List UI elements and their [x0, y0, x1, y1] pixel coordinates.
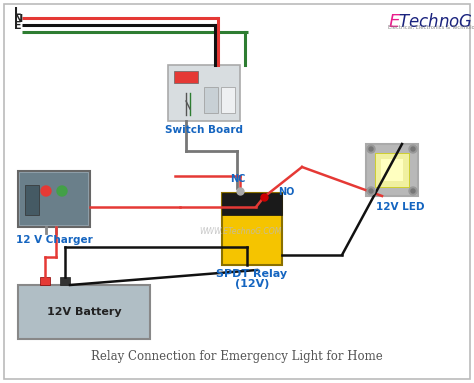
Bar [25, 185, 39, 215]
Circle shape [409, 145, 417, 153]
Bar [40, 277, 50, 285]
Text: Relay Connection for Emergency Light for Home: Relay Connection for Emergency Light for… [91, 350, 383, 363]
Bar [60, 277, 70, 285]
Text: 12V LED: 12V LED [376, 202, 424, 212]
Text: Electrical, Electronics & Technology: Electrical, Electronics & Technology [388, 25, 474, 30]
Text: 12V Battery: 12V Battery [46, 307, 121, 317]
FancyBboxPatch shape [222, 193, 282, 265]
Text: WWW.ETechnoG.COM: WWW.ETechnoG.COM [199, 226, 281, 236]
Circle shape [367, 187, 375, 195]
Circle shape [409, 187, 417, 195]
Circle shape [57, 186, 67, 196]
Bar [204, 87, 218, 113]
Bar [174, 71, 198, 83]
FancyBboxPatch shape [4, 4, 470, 379]
Bar [20, 173, 88, 225]
Circle shape [367, 145, 375, 153]
Circle shape [41, 186, 51, 196]
FancyBboxPatch shape [18, 171, 90, 227]
Text: E: E [14, 21, 22, 31]
Text: (12V): (12V) [235, 279, 269, 289]
Circle shape [369, 189, 373, 193]
Text: $\mathit{E}$: $\mathit{E}$ [388, 13, 401, 31]
Circle shape [369, 147, 373, 151]
FancyBboxPatch shape [375, 153, 409, 187]
FancyBboxPatch shape [18, 285, 150, 339]
Circle shape [411, 189, 415, 193]
Circle shape [411, 147, 415, 151]
FancyBboxPatch shape [168, 65, 240, 121]
Text: L: L [14, 7, 21, 17]
Text: NO: NO [278, 187, 294, 197]
Text: Switch Board: Switch Board [165, 125, 243, 135]
Text: 12 V Charger: 12 V Charger [16, 235, 92, 245]
FancyBboxPatch shape [381, 159, 403, 181]
Text: NC: NC [230, 174, 246, 184]
Text: N: N [14, 14, 23, 24]
Text: $\mathit{TechnoG}$: $\mathit{TechnoG}$ [398, 13, 473, 31]
FancyBboxPatch shape [222, 193, 282, 215]
FancyBboxPatch shape [366, 144, 418, 196]
Text: SPDT Relay: SPDT Relay [217, 269, 288, 279]
Bar [221, 87, 235, 113]
